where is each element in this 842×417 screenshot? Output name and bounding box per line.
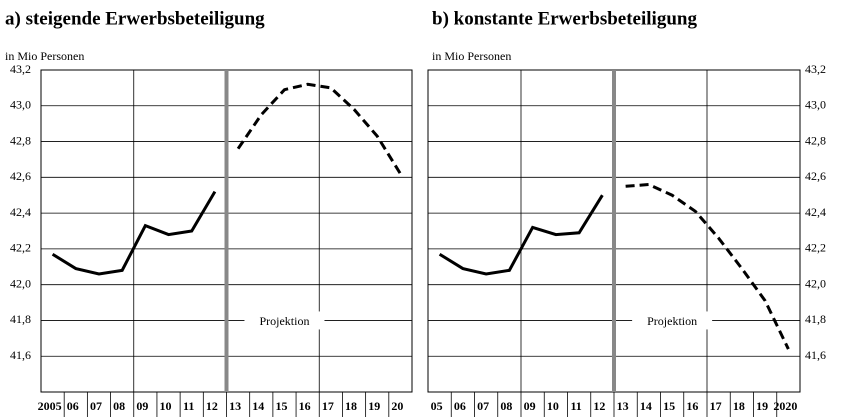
x-tick-label: 07 — [90, 399, 102, 413]
x-tick-label: 13 — [229, 399, 241, 413]
x-tick-label: 17 — [710, 399, 722, 413]
x-tick-label: 15 — [663, 399, 675, 413]
y-axis-label: in Mio Personen — [432, 49, 511, 63]
y-tick-label: 42,8 — [805, 133, 826, 147]
series-line — [236, 82, 402, 175]
x-tick-label: 2005 — [38, 399, 62, 413]
x-tick-label: 20 — [391, 399, 403, 413]
series-line — [51, 190, 217, 276]
x-tick-label: 11 — [183, 399, 194, 413]
x-tick-label: 12 — [206, 399, 218, 413]
y-tick-label: 41,8 — [10, 312, 31, 326]
series-line — [438, 194, 604, 276]
y-tick-label: 42,0 — [10, 276, 31, 290]
y-tick-label: 42,0 — [805, 276, 826, 290]
x-tick-label: 2020 — [773, 399, 797, 413]
y-tick-label: 42,6 — [10, 169, 31, 183]
x-tick-label: 07 — [477, 399, 489, 413]
x-tick-label: 10 — [160, 399, 172, 413]
x-tick-label: 17 — [322, 399, 334, 413]
y-tick-label: 42,8 — [10, 133, 31, 147]
y-tick-label: 41,8 — [805, 312, 826, 326]
annotation-bg — [244, 311, 325, 330]
x-tick-label: 05 — [431, 399, 443, 413]
x-tick-label: 11 — [570, 399, 581, 413]
y-tick-label: 43,0 — [805, 98, 826, 112]
x-tick-label: 06 — [67, 399, 79, 413]
y-tick-label: 42,4 — [805, 205, 826, 219]
y-tick-label: 42,4 — [10, 205, 31, 219]
chart-title: a) steigende Erwerbsbeteiligung — [5, 8, 265, 29]
x-tick-label: 18 — [733, 399, 745, 413]
x-tick-label: 15 — [275, 399, 287, 413]
x-tick-label: 13 — [617, 399, 629, 413]
x-tick-label: 19 — [756, 399, 768, 413]
x-tick-label: 18 — [345, 399, 357, 413]
x-tick-label: 06 — [454, 399, 466, 413]
annotation: Projektion — [647, 314, 697, 328]
x-tick-label: 08 — [500, 399, 512, 413]
x-tick-label: 08 — [113, 399, 125, 413]
x-tick-label: 19 — [368, 399, 380, 413]
x-tick-label: 16 — [299, 399, 311, 413]
y-tick-label: 42,6 — [805, 169, 826, 183]
y-tick-label: 43,2 — [805, 62, 826, 76]
x-tick-label: 09 — [136, 399, 148, 413]
x-tick-label: 16 — [686, 399, 698, 413]
y-axis-label: in Mio Personen — [5, 49, 84, 63]
annotation: Projektion — [259, 314, 309, 328]
y-tick-label: 42,2 — [10, 241, 31, 255]
x-tick-label: 09 — [524, 399, 536, 413]
y-tick-label: 41,6 — [10, 348, 31, 362]
y-tick-label: 43,2 — [10, 62, 31, 76]
x-tick-label: 14 — [252, 399, 264, 413]
series-line — [625, 182, 790, 350]
y-tick-label: 42,2 — [805, 241, 826, 255]
chart-title: b) konstante Erwerbsbeteiligung — [432, 8, 697, 29]
annotation-bg — [632, 311, 713, 330]
y-tick-label: 43,0 — [10, 98, 31, 112]
x-tick-label: 10 — [547, 399, 559, 413]
x-tick-label: 12 — [593, 399, 605, 413]
y-tick-label: 41,6 — [805, 348, 826, 362]
x-tick-label: 14 — [640, 399, 652, 413]
